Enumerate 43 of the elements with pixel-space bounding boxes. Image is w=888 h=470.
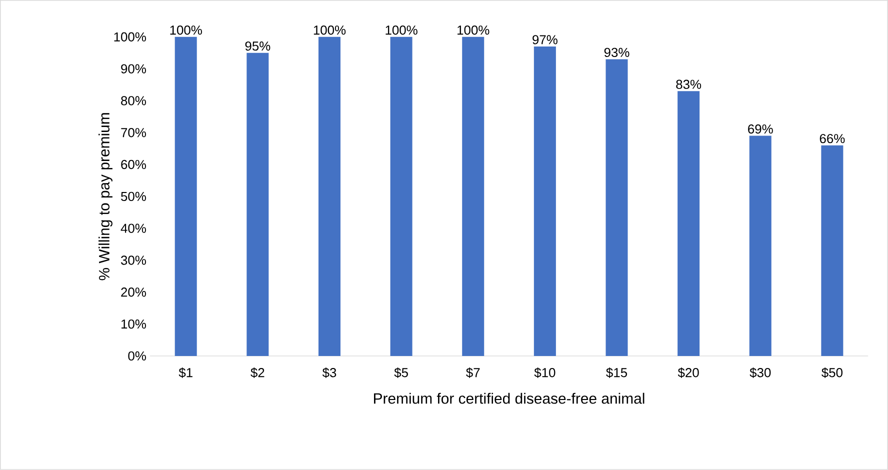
x-tick-label: $7	[466, 368, 480, 378]
y-tick-label: 20%	[121, 288, 146, 297]
x-tick-label: $15	[606, 368, 627, 378]
x-axis-title: Premium for certified disease-free animal	[374, 392, 644, 404]
y-tick-label: 30%	[120, 256, 146, 265]
bar	[821, 145, 844, 356]
bar	[462, 36, 484, 356]
y-tick-label: 80%	[121, 96, 146, 106]
y-tick-label: 50%	[121, 192, 146, 202]
x-tick-label: $10	[534, 368, 556, 378]
data-label: 93%	[604, 48, 630, 58]
data-label: 100%	[458, 26, 490, 35]
bar	[246, 52, 269, 356]
bar	[318, 36, 340, 356]
data-label: 95%	[245, 42, 270, 51]
x-tick-label: $5	[394, 368, 408, 378]
y-tick-label: 90%	[121, 64, 146, 74]
x-tick-label: $50	[822, 368, 842, 378]
data-label: 100%	[170, 26, 202, 35]
bar	[390, 36, 412, 356]
bar	[749, 136, 772, 356]
data-label: 100%	[314, 26, 346, 35]
bar	[174, 36, 197, 356]
y-tick-label: 70%	[121, 128, 146, 138]
data-label: 83%	[676, 80, 702, 89]
data-label: 97%	[532, 35, 558, 44]
y-tick-label: 60%	[121, 160, 146, 170]
x-tick-label: $3	[322, 368, 336, 378]
data-label: 66%	[820, 134, 845, 144]
x-tick-label: $2	[250, 368, 264, 378]
x-tick-label: $1	[178, 368, 192, 378]
y-tick-label: 10%	[121, 320, 146, 329]
x-tick-label: $30	[750, 368, 771, 378]
bar	[606, 59, 628, 356]
y-tick-label: 40%	[120, 224, 146, 233]
y-tick-label: 0%	[128, 351, 146, 361]
y-tick-label: 100%	[114, 32, 146, 42]
data-label: 69%	[748, 124, 773, 134]
data-label: 100%	[386, 26, 418, 35]
bar	[534, 46, 556, 356]
x-tick-label: $20	[678, 368, 699, 378]
bar	[678, 91, 700, 356]
y-axis-title: % Willing to pay premium	[98, 113, 112, 280]
